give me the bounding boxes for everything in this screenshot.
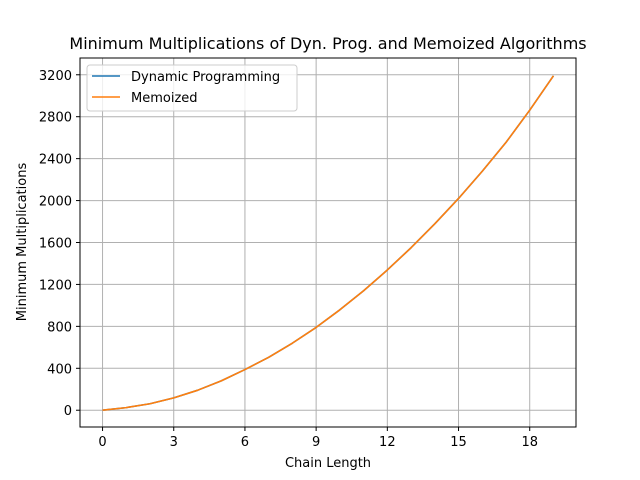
y-tick-label: 2800 xyxy=(39,111,72,126)
legend: Dynamic Programming Memoized xyxy=(86,64,298,112)
x-tick-label: 12 xyxy=(379,435,396,450)
y-tick-label: 400 xyxy=(47,362,72,377)
x-tick-label: 9 xyxy=(312,435,320,450)
series-line-2 xyxy=(102,75,555,412)
x-tick-label: 15 xyxy=(450,435,467,450)
x-tick-label: 3 xyxy=(170,435,178,450)
legend-box xyxy=(86,64,298,112)
y-tick-label: 3200 xyxy=(39,69,72,84)
grid-lines xyxy=(80,58,576,427)
y-axis-label: Minimum Multiplications xyxy=(15,163,30,322)
y-tick-label: 800 xyxy=(47,320,72,335)
y-axis-ticks: 0 400 800 1200 1600 2000 2400 2800 3200 xyxy=(39,69,80,419)
x-axis-label: Chain Length xyxy=(285,456,371,471)
legend-label: Memoized xyxy=(131,91,198,106)
y-tick-label: 1200 xyxy=(39,278,72,293)
y-tick-label: 2000 xyxy=(39,195,72,210)
chart-title: Minimum Multiplications of Dyn. Prog. an… xyxy=(69,34,586,53)
x-tick-label: 0 xyxy=(98,435,106,450)
x-tick-label: 6 xyxy=(241,435,249,450)
x-axis-ticks: 0 3 6 9 12 15 18 xyxy=(98,427,538,450)
y-tick-label: 2400 xyxy=(39,153,72,168)
legend-label: Dynamic Programming xyxy=(131,70,280,85)
y-tick-label: 1600 xyxy=(39,237,72,252)
y-tick-label: 0 xyxy=(64,404,72,419)
series-lines xyxy=(102,75,555,412)
x-tick-label: 18 xyxy=(521,435,538,450)
